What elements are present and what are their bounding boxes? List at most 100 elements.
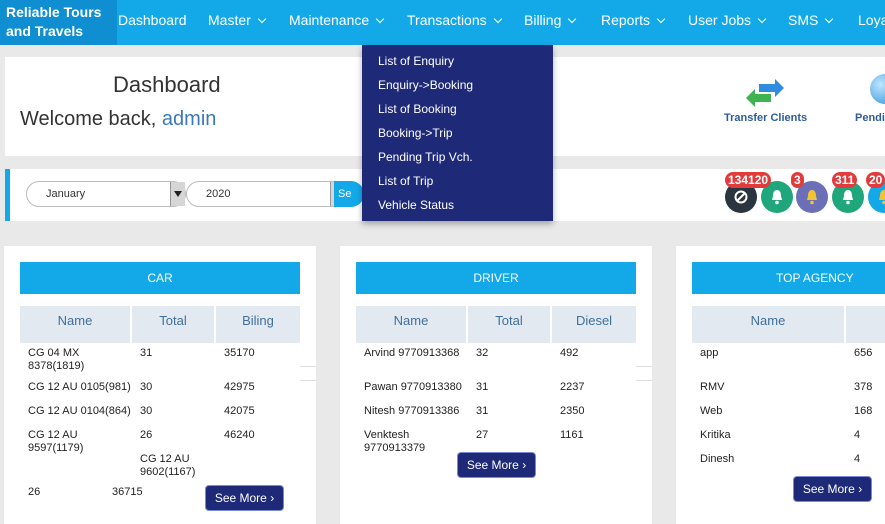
welcome-message: Welcome back, admin	[20, 108, 216, 131]
see-more-label: See More	[802, 482, 855, 496]
chevron-right-icon: ›	[522, 458, 527, 472]
nav-billing[interactable]: Billing	[524, 0, 577, 45]
nav-label: Reports	[601, 12, 651, 28]
column-header: Total	[132, 306, 216, 343]
menu-item-list-of-trip[interactable]: List of Trip	[378, 174, 434, 188]
year-value: 2020	[206, 188, 231, 200]
table-cell: 26	[140, 429, 153, 441]
row-divider	[636, 366, 652, 367]
username-link[interactable]: admin	[161, 108, 217, 130]
driver-see-more-button[interactable]: See More ›	[458, 453, 535, 477]
table-cell: 2237	[560, 381, 585, 393]
bell-icon[interactable]	[868, 181, 885, 213]
pending-link[interactable]: Pendi	[855, 112, 885, 124]
chevron-right-icon: ›	[270, 491, 275, 505]
month-select[interactable]: January	[26, 181, 186, 207]
chevron-down-icon	[568, 14, 577, 24]
menu-item-booking-trip[interactable]: Booking->Trip	[378, 126, 453, 140]
table-cell: CG 12 AU 0104(864)	[28, 405, 131, 417]
menu-item-pending-trip-vch[interactable]: Pending Trip Vch.	[378, 150, 473, 164]
table-cell: 168	[854, 405, 873, 417]
table-cell: Arvind 9770913368	[364, 347, 460, 359]
table-cell: 31	[476, 405, 489, 417]
column-header: Diesel	[552, 306, 636, 343]
chevron-down-icon	[757, 14, 767, 24]
table-cell: 4	[854, 453, 861, 465]
table-cell: 32	[476, 347, 489, 359]
notification-count-badge: 20	[866, 172, 885, 188]
nav-master[interactable]: Master	[208, 0, 267, 45]
table-cell: 31	[140, 347, 153, 359]
page-title: Dashboard	[113, 72, 221, 97]
column-header: Name	[20, 306, 132, 343]
table-cell: CG 04 MX 8378(1819)	[28, 347, 85, 372]
row-divider	[636, 380, 652, 381]
nav-label: Maintenance	[289, 12, 370, 28]
nav-label: Loya	[858, 12, 885, 28]
table-cell: 35170	[224, 347, 255, 359]
nav-transactions[interactable]: Transactions	[407, 0, 502, 45]
dropdown-arrow-icon	[170, 182, 185, 206]
month-value: January	[46, 188, 86, 200]
chevron-right-icon: ›	[858, 482, 863, 496]
row-divider	[300, 366, 316, 367]
globe-icon[interactable]	[870, 74, 885, 104]
column-header: Name	[356, 306, 468, 343]
notification-count-badge: 134120	[725, 172, 772, 188]
nav-reports[interactable]: Reports	[601, 0, 666, 45]
nav-loyalty[interactable]: Loya	[858, 0, 885, 45]
driver-card-title: DRIVER	[356, 262, 636, 294]
notification-count-badge: 311	[832, 172, 858, 188]
see-more-label: See More	[214, 491, 267, 505]
table-cell: Web	[700, 405, 723, 417]
table-cell: 26	[28, 486, 41, 498]
table-cell: 36715	[112, 486, 143, 498]
nav-label: Dashboard	[118, 12, 187, 28]
see-more-label: See More	[466, 458, 519, 472]
car-see-more-button[interactable]: See More ›	[206, 486, 283, 510]
table-cell: 42975	[224, 381, 255, 393]
table-cell: Kritika	[700, 429, 731, 441]
table-cell: 31	[476, 381, 489, 393]
table-cell: CG 12 AU 0105(981)	[28, 381, 131, 393]
car-card-title: CAR	[20, 262, 300, 294]
table-cell: Venktesh 9770913379	[364, 429, 426, 454]
table-cell: app	[700, 347, 719, 359]
brand-logo[interactable]: Reliable Tours and Travels	[0, 0, 117, 45]
table-cell: 30	[140, 381, 153, 393]
menu-item-list-of-booking[interactable]: List of Booking	[378, 102, 457, 116]
agency-card-title: TOP AGENCY	[692, 262, 885, 294]
table-cell: 2350	[560, 405, 585, 417]
column-header: Name	[692, 306, 846, 343]
nav-sms[interactable]: SMS	[788, 0, 834, 45]
table-cell: CG 12 AU 9602(1167)	[140, 453, 196, 478]
menu-item-list-of-enquiry[interactable]: List of Enquiry	[378, 54, 455, 68]
column-header: Biling	[216, 306, 300, 343]
nav-user-jobs[interactable]: User Jobs	[688, 0, 767, 45]
nav-label: Master	[208, 12, 251, 28]
menu-item-enquiry-booking[interactable]: Enquiry->Booking	[378, 78, 474, 92]
chevron-down-icon	[375, 14, 385, 24]
row-divider	[300, 380, 316, 381]
agency-see-more-button[interactable]: See More ›	[794, 477, 871, 501]
year-select[interactable]: 2020	[186, 181, 346, 207]
table-cell: RMV	[700, 381, 725, 393]
nav-label: Billing	[524, 12, 562, 28]
table-cell: Nitesh 9770913386	[364, 405, 460, 417]
nav-label: SMS	[788, 12, 819, 28]
table-cell: 30	[140, 405, 153, 417]
transfer-clients-link[interactable]: Transfer Clients	[724, 112, 808, 124]
chevron-down-icon	[493, 14, 502, 24]
chevron-down-icon	[257, 14, 267, 24]
notification-count-badge: 3	[791, 172, 804, 188]
nav-label: Transactions	[407, 12, 487, 28]
nav-maintenance[interactable]: Maintenance	[289, 0, 385, 45]
search-button[interactable]: Se	[334, 181, 364, 207]
nav-dashboard[interactable]: Dashboard	[118, 0, 187, 45]
transfer-arrows-icon[interactable]	[745, 78, 785, 115]
table-cell: 27	[476, 429, 489, 441]
menu-item-vehicle-status[interactable]: Vehicle Status	[378, 198, 455, 212]
table-cell: Dinesh	[700, 453, 735, 465]
table-cell: CG 12 AU 9597(1179)	[28, 429, 84, 454]
chevron-down-icon	[825, 14, 834, 24]
